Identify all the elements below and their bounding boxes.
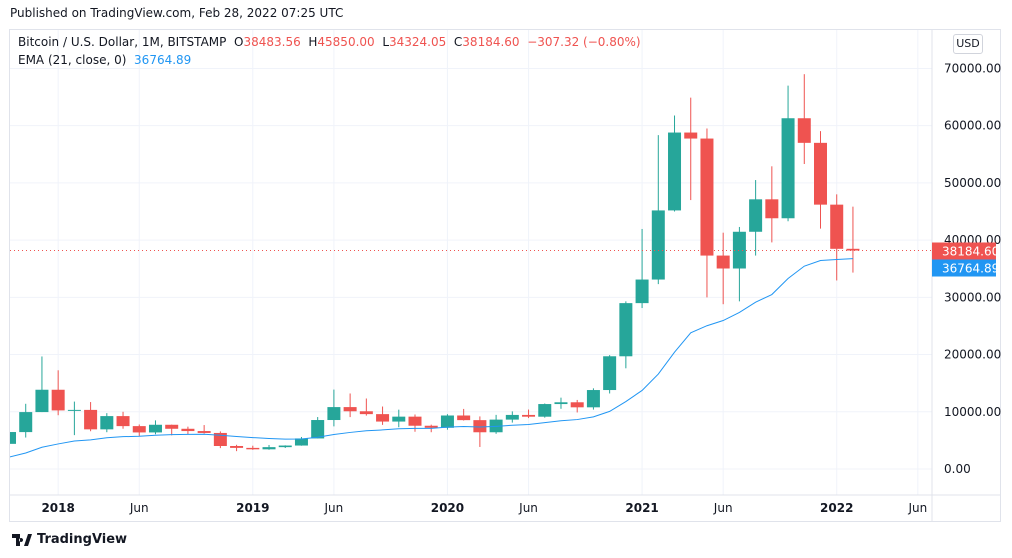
candle-up <box>262 447 276 450</box>
close-value: 38184.60 <box>462 35 520 49</box>
x-tick-label: Jun <box>129 501 149 515</box>
high-value: 45850.00 <box>317 35 375 49</box>
last-price-badge <box>932 242 996 260</box>
candle-up <box>10 432 16 444</box>
ema-price-badge <box>932 259 996 277</box>
y-tick-label: 60000.00 <box>944 119 1001 133</box>
candle-up <box>327 407 341 421</box>
y-tick-label: 50000.00 <box>944 176 1001 190</box>
candle-down <box>797 118 811 143</box>
candle-down <box>522 414 536 417</box>
candle-down <box>51 389 65 411</box>
candle-down <box>473 420 487 433</box>
tradingview-logo[interactable]: TradingView <box>12 532 127 547</box>
candle-up <box>35 389 49 413</box>
currency-button[interactable]: USD <box>953 34 983 54</box>
candle-down <box>457 415 471 421</box>
candle-down <box>716 255 730 269</box>
high-label: H <box>308 35 318 49</box>
candle-up <box>781 118 795 219</box>
candle-up <box>100 416 114 430</box>
candle-down <box>846 248 860 251</box>
footer-logo-text: TradingView <box>37 532 128 547</box>
x-tick-label: Jun <box>713 501 733 515</box>
candle-down <box>700 138 714 256</box>
candle-down <box>165 424 179 429</box>
candle-up <box>392 416 406 422</box>
x-tick-label: Jun <box>324 501 344 515</box>
candle-up <box>603 356 617 391</box>
candle-up <box>586 390 600 408</box>
axes: 0.0010000.0020000.0030000.0040000.005000… <box>10 30 1001 522</box>
candle-down <box>343 407 357 412</box>
low-value: 34324.05 <box>389 35 447 49</box>
x-tick-label: 2022 <box>820 501 853 515</box>
grid <box>10 30 932 495</box>
y-tick-label: 20000.00 <box>944 348 1001 362</box>
candle-down <box>684 132 698 139</box>
ema-value: 36764.89 <box>134 53 192 67</box>
candle-up <box>148 424 162 433</box>
candle-down <box>814 142 827 205</box>
y-tick-label: 30000.00 <box>944 290 1001 304</box>
candle-down <box>376 414 390 422</box>
tradingview-logo-icon <box>12 533 32 546</box>
x-tick-label: 2019 <box>236 501 269 515</box>
candle-down <box>84 409 98 430</box>
ema-legend[interactable]: EMA (21, close, 0) 36764.89 <box>18 53 191 67</box>
x-tick-label: 2020 <box>431 501 464 515</box>
candle-up <box>440 415 454 428</box>
candle-up <box>749 199 763 232</box>
chart-frame <box>9 29 1001 522</box>
candle-up <box>635 279 649 304</box>
low-label: L <box>382 35 389 49</box>
candle-up <box>651 210 665 280</box>
candle-up <box>311 420 325 439</box>
ema-label: EMA (21, close, 0) <box>18 53 127 67</box>
candle-up <box>505 414 519 420</box>
ema-price-label: 36764.89 <box>942 262 999 276</box>
candle-down <box>246 447 260 450</box>
open-label: O <box>234 35 244 49</box>
published-caption: Published on TradingView.com, Feb 28, 20… <box>10 6 344 20</box>
candle-down <box>132 426 146 433</box>
change-value: −307.32 (−0.80%) <box>527 35 641 49</box>
candle-down <box>765 199 779 219</box>
candle-up <box>294 438 308 446</box>
candle-up <box>668 132 682 211</box>
symbol-title: Bitcoin / U.S. Dollar, 1M, BITSTAMP <box>18 35 227 49</box>
candle-down <box>213 432 227 446</box>
candles <box>10 74 860 452</box>
candle-up <box>732 231 746 269</box>
y-tick-label: 10000.00 <box>944 405 1001 419</box>
candle-down <box>570 402 584 408</box>
candle-up <box>67 409 81 411</box>
x-tick-label: Jun <box>907 501 927 515</box>
candle-down <box>424 425 438 428</box>
open-value: 38483.56 <box>243 35 301 49</box>
candle-down <box>830 204 844 249</box>
ema-polyline <box>10 258 853 458</box>
candle-up <box>554 402 568 405</box>
candle-down <box>408 416 422 426</box>
candle-up <box>619 303 633 357</box>
candle-down <box>181 428 195 432</box>
ohlc-legend: Bitcoin / U.S. Dollar, 1M, BITSTAMP O384… <box>18 35 641 49</box>
candle-up <box>278 445 292 448</box>
x-tick-label: 2021 <box>625 501 658 515</box>
last-price-label: 38184.60 <box>942 245 999 259</box>
candle-down <box>197 431 211 433</box>
y-tick-label: 0.00 <box>944 462 971 476</box>
x-tick-label: 2018 <box>41 501 74 515</box>
candle-up <box>19 412 33 433</box>
candle-up <box>538 404 552 417</box>
x-tick-label: Jun <box>518 501 538 515</box>
candle-down <box>359 411 373 415</box>
close-label: C <box>453 35 463 49</box>
y-tick-label: 70000.00 <box>944 61 1001 75</box>
candle-down <box>116 416 130 427</box>
candle-down <box>230 445 244 448</box>
ema-line <box>10 258 853 458</box>
